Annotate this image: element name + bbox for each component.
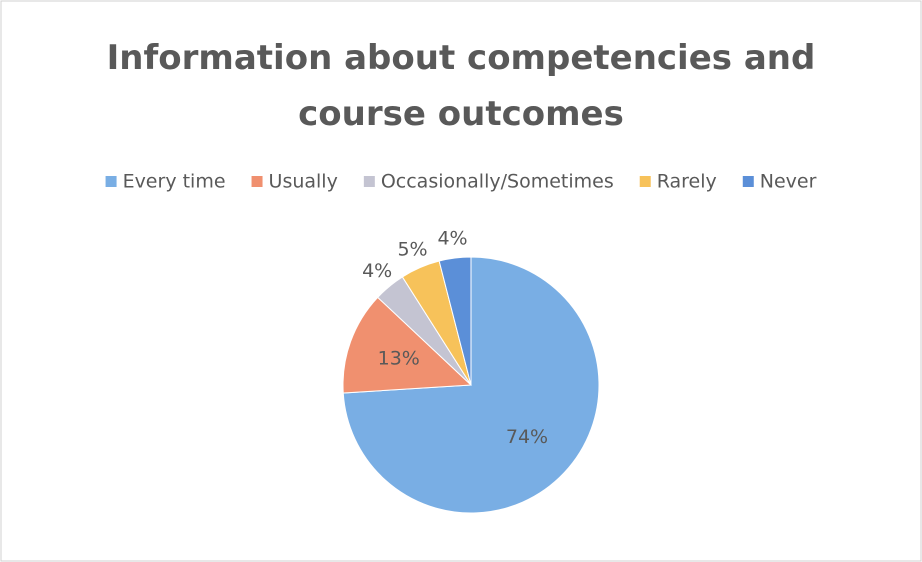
pie-slice	[438, 256, 472, 386]
legend-label: Never	[760, 171, 817, 193]
data-label: 74%	[506, 426, 548, 448]
data-label: 4%	[437, 227, 467, 249]
data-label: 4%	[362, 260, 392, 282]
legend-swatch	[639, 176, 651, 187]
legend-swatch	[251, 176, 263, 187]
chart-title: Information about competencies and cours…	[106, 38, 816, 134]
legend-label: Rarely	[657, 171, 717, 193]
legend-swatch	[105, 176, 117, 187]
data-label: 13%	[378, 347, 420, 369]
legend-label: Usually	[269, 171, 338, 193]
legend-label: Occasionally/Sometimes	[381, 171, 614, 193]
legend-label: Every time	[123, 171, 226, 193]
legend-swatch	[363, 176, 375, 187]
pie-slice	[342, 296, 473, 394]
data-label: 5%	[397, 238, 427, 260]
legend-swatch	[742, 176, 754, 187]
